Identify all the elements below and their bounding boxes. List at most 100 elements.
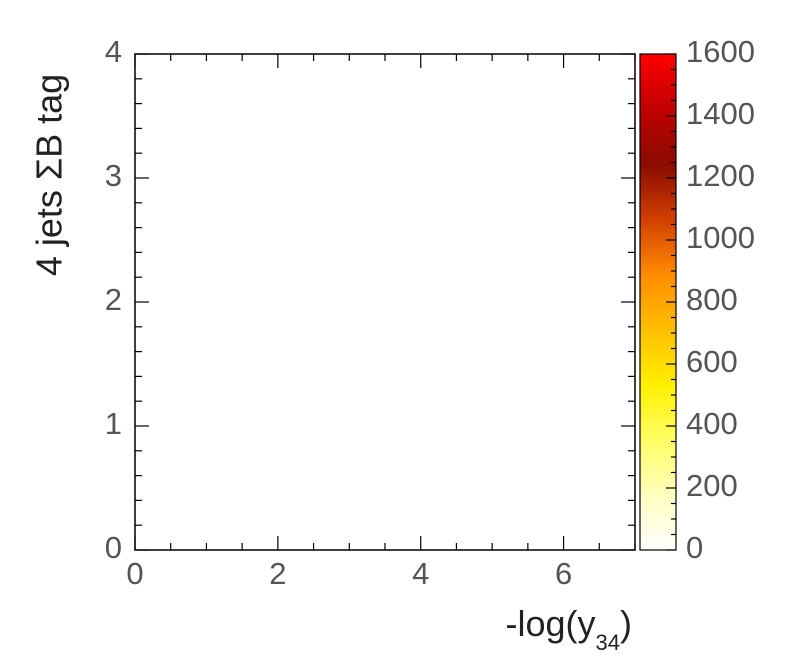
colorbar-segment (640, 246, 676, 250)
colorbar-segment (640, 302, 676, 306)
colorbar-segment (640, 88, 676, 92)
colorbar-segment (640, 460, 676, 464)
colorbar-segment (640, 342, 676, 346)
colorbar-segment (640, 97, 676, 102)
colorbar-segment (640, 317, 676, 322)
colorbar-segment (640, 376, 676, 381)
y-tick-label: 1 (105, 406, 122, 441)
colorbar-segment (640, 506, 676, 511)
colorbar-segment (640, 345, 676, 350)
colorbar-segment (640, 385, 676, 390)
colorbar-segment (640, 221, 676, 226)
colorbar-segment (640, 54, 676, 58)
colorbar-tick-label: 200 (686, 468, 738, 503)
colorbar-segment (640, 224, 676, 229)
colorbar-segment (640, 283, 676, 288)
x-tick-label: 2 (269, 556, 286, 591)
colorbar-segment (640, 243, 676, 247)
colorbar-tick-label: 1600 (686, 34, 755, 69)
colorbar-segment (640, 122, 676, 126)
colorbar-segment (640, 264, 676, 269)
colorbar-segment (640, 519, 676, 523)
colorbar-segment (640, 360, 676, 365)
colorbar-segment (640, 236, 676, 241)
colorbar-segment (640, 271, 676, 275)
colorbar-segment (640, 407, 676, 412)
colorbar-segment (640, 364, 676, 368)
colorbar-segment (640, 190, 676, 195)
y-tick-label: 3 (105, 158, 122, 193)
colorbar-segment (640, 450, 676, 455)
colorbar-segment (640, 528, 676, 532)
colorbar-segment (640, 85, 676, 89)
colorbar-segment (640, 202, 676, 207)
colorbar-segment (640, 463, 676, 467)
colorbar-segment (640, 174, 676, 179)
colorbar-segment (640, 478, 676, 483)
colorbar-segment (640, 379, 676, 384)
colorbar-segment (640, 205, 676, 210)
colorbar-segment (640, 401, 676, 405)
colorbar-tick-label: 0 (686, 530, 703, 565)
axis-ticks (134, 53, 636, 551)
y-tick-label: 0 (105, 530, 122, 565)
colorbar-segment (640, 258, 676, 263)
colorbar-segment (640, 326, 676, 331)
colorbar-segment (640, 137, 676, 142)
colorbar-segment (640, 391, 676, 396)
colorbar-tick-label: 800 (686, 282, 738, 317)
colorbar-segment (640, 382, 676, 387)
colorbar-segment (640, 472, 676, 477)
colorbar-segment (640, 435, 676, 439)
colorbar-segment (640, 525, 676, 529)
colorbar-segment (640, 416, 676, 421)
colorbar-segment (640, 109, 676, 114)
colorbar-segment (640, 404, 676, 408)
colorbar-segment (640, 168, 676, 173)
colorbar-segment (640, 66, 676, 71)
x-axis-title-main: -log(y (505, 603, 595, 644)
colorbar-segment (640, 57, 676, 61)
colorbar-segment (640, 534, 676, 539)
colorbar-segment (640, 457, 676, 461)
colorbar-segment (640, 419, 676, 424)
colorbar-segment (640, 333, 676, 337)
colorbar-segment (640, 78, 676, 83)
colorbar-segment (640, 494, 676, 498)
colorbar-segment (640, 497, 676, 501)
tick-labels: 0 2 4 6 0 1 2 3 4 0 200 400 600 800 1000 1200 1400 1600 (105, 34, 755, 591)
colorbar-segment (640, 429, 676, 433)
colorbar-segment (640, 515, 676, 520)
colorbar-segment (640, 91, 676, 95)
colorbar-segment (640, 413, 676, 418)
colorbar-segment (640, 261, 676, 266)
colorbar-segment (640, 178, 676, 182)
colorbar-segment (640, 292, 676, 297)
colorbar-segment (640, 255, 676, 260)
colorbar-segment (640, 410, 676, 415)
colorbar-segment (640, 171, 676, 176)
colorbar-segment (640, 252, 676, 257)
plot-frame (134, 53, 636, 551)
colorbar-segment (640, 323, 676, 328)
colorbar-segment (640, 481, 676, 486)
colorbar-segment (640, 249, 676, 253)
colorbar-segment (640, 75, 676, 80)
colorbar-segment (640, 212, 676, 216)
colorbar-segment (640, 329, 676, 334)
colorbar-segment (640, 274, 676, 278)
colorbar-segment (640, 209, 676, 213)
colorbar-segment (640, 81, 676, 86)
colorbar-segment (640, 119, 676, 123)
colorbar-tick-label: 1400 (686, 96, 755, 131)
colorbar-segment (640, 537, 676, 542)
colorbar-segment (640, 308, 676, 312)
colorbar-segment (640, 531, 676, 536)
colorbar-segment (640, 447, 676, 452)
colorbar-segment (640, 370, 676, 374)
colorbar (639, 53, 677, 551)
colorbar-segment (640, 426, 676, 430)
colorbar-segment (640, 351, 676, 356)
colorbar-segment (640, 72, 676, 77)
